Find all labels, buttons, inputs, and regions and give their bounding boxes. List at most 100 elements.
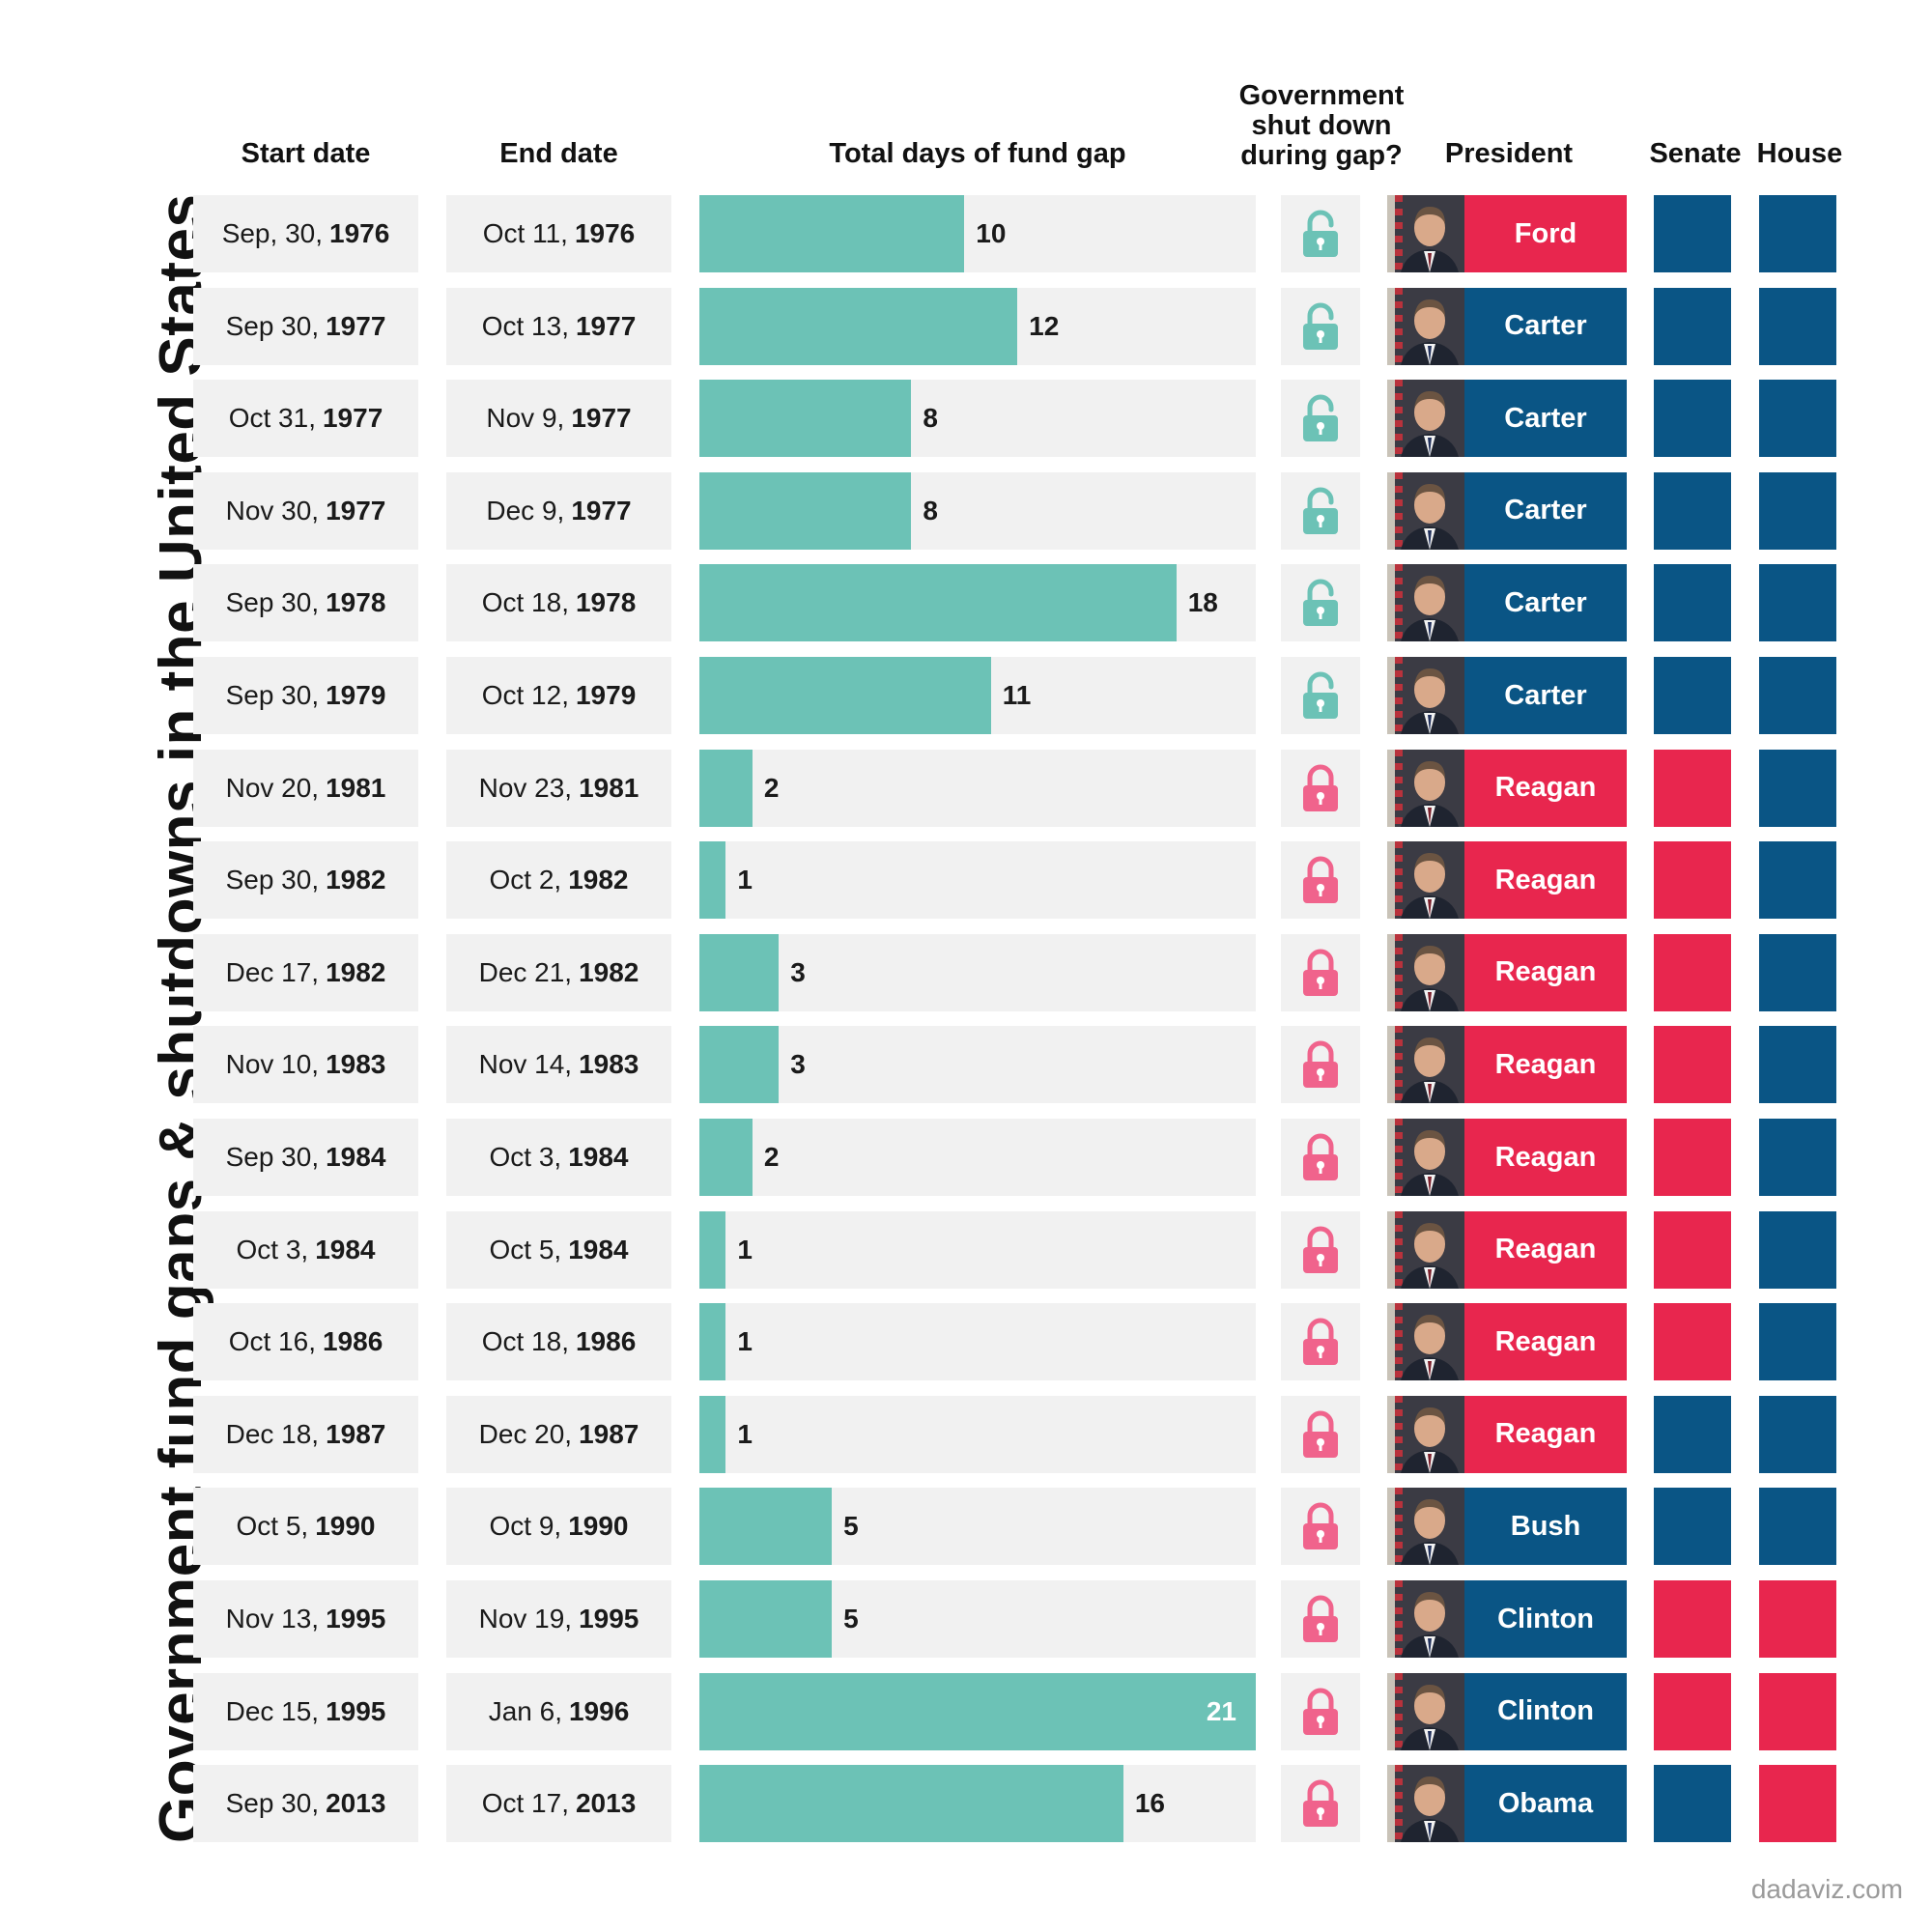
start-date-cell-monthday: Oct 5, xyxy=(236,1511,309,1542)
locked-padlock-icon xyxy=(1303,856,1338,904)
end-date-cell-monthday: Nov 23, xyxy=(478,772,573,803)
start-date-cell-year: 2013 xyxy=(326,1788,386,1819)
end-date-cell: Oct 12, 1979 xyxy=(446,657,671,734)
source-credit: dadaviz.com xyxy=(1750,1874,1903,1904)
president-portrait-icon xyxy=(1387,1119,1464,1196)
shutdown-cell xyxy=(1281,195,1360,272)
shutdown-cell xyxy=(1281,749,1360,827)
start-date-cell-monthday: Nov 20, xyxy=(225,772,320,803)
start-date-cell-monthday: Nov 10, xyxy=(225,1049,320,1080)
start-date-cell-year: 1977 xyxy=(322,403,384,434)
president-name: Reagan xyxy=(1464,749,1627,827)
start-date-cell-year: 1995 xyxy=(326,1604,386,1634)
end-date-cell: Dec 21, 1982 xyxy=(446,933,671,1011)
start-date-cell-year: 1978 xyxy=(326,587,386,618)
end-date-cell-year: 1978 xyxy=(575,587,637,618)
start-date-cell-monthday: Sep 30, xyxy=(225,587,320,618)
table-row: Nov 10, 1983 Nov 14, 1983 3 Reagan xyxy=(0,1026,1932,1104)
header-shutdown-line3: during gap? xyxy=(1240,140,1403,171)
end-date-cell-monthday: Jan 6, xyxy=(488,1695,562,1726)
senate-party-cell xyxy=(1654,564,1731,642)
house-party-cell xyxy=(1759,1119,1836,1196)
table-row: Dec 15, 1995 Jan 6, 1996 21 Clinton xyxy=(0,1672,1932,1750)
president-photo xyxy=(1387,564,1464,642)
days-bar-label: 5 xyxy=(843,1604,859,1634)
days-bar xyxy=(699,1395,726,1473)
end-date-cell-year: 1977 xyxy=(571,403,632,434)
president-portrait-icon xyxy=(1387,471,1464,550)
senate-party-cell xyxy=(1654,1026,1731,1104)
end-date-cell-year: 1982 xyxy=(579,956,639,987)
president-name: Reagan xyxy=(1464,1026,1627,1104)
president-name: Reagan xyxy=(1464,1119,1627,1196)
table-row: Dec 18, 1987 Dec 20, 1987 1 Reagan xyxy=(0,1395,1932,1473)
locked-padlock-icon xyxy=(1303,764,1338,811)
house-party-cell xyxy=(1759,1580,1836,1658)
end-date-cell-monthday: Oct 17, xyxy=(481,1788,569,1819)
start-date-cell-monthday: Sep 30, xyxy=(225,1788,320,1819)
end-date-cell-year: 1977 xyxy=(575,310,637,341)
start-date-cell: Oct 5, 1990 xyxy=(193,1488,418,1566)
days-bar xyxy=(699,1210,726,1289)
end-date-cell-monthday: Dec 9, xyxy=(486,495,565,526)
start-date-cell-monthday: Oct 3, xyxy=(236,1234,309,1264)
days-bar-label: 12 xyxy=(1029,310,1060,341)
start-date-cell: Nov 30, 1977 xyxy=(193,471,418,550)
end-date-cell-year: 1979 xyxy=(575,680,637,710)
president-portrait-icon xyxy=(1387,380,1464,458)
days-bar xyxy=(699,564,1177,642)
start-date-cell: Sep 30, 1982 xyxy=(193,841,418,920)
shutdown-cell xyxy=(1281,380,1360,458)
days-bar xyxy=(699,1672,1256,1750)
end-date-cell: Oct 5, 1984 xyxy=(446,1210,671,1289)
senate-party-cell xyxy=(1654,1580,1731,1658)
days-bar-cell: 10 xyxy=(699,195,1256,272)
days-bar-cell: 1 xyxy=(699,1210,1256,1289)
senate-party-cell xyxy=(1654,1119,1731,1196)
president-portrait-icon xyxy=(1387,287,1464,365)
table-row: Oct 3, 1984 Oct 5, 1984 1 Reagan xyxy=(0,1210,1932,1289)
president-name: Carter xyxy=(1464,380,1627,458)
president-name: Carter xyxy=(1464,287,1627,365)
table-row: Sep 30, 1977 Oct 13, 1977 12 Carter xyxy=(0,287,1932,365)
president-portrait-icon xyxy=(1387,1488,1464,1566)
locked-padlock-icon xyxy=(1303,949,1338,996)
start-date-cell-monthday: Dec 17, xyxy=(225,956,320,987)
shutdown-cell xyxy=(1281,1580,1360,1658)
shutdown-cell xyxy=(1281,933,1360,1011)
president-portrait-icon xyxy=(1387,657,1464,734)
start-date-cell-year: 1984 xyxy=(315,1234,376,1264)
end-date-cell-year: 1984 xyxy=(568,1142,629,1172)
days-bar xyxy=(699,471,912,550)
start-date-cell-monthday: Dec 18, xyxy=(225,1418,320,1449)
president-photo xyxy=(1387,657,1464,734)
table-row: Nov 13, 1995 Nov 19, 1995 5 Clinton xyxy=(0,1580,1932,1658)
house-party-cell xyxy=(1759,1395,1836,1473)
start-date-cell-monthday: Oct 16, xyxy=(228,1326,316,1357)
start-date-cell-monthday: Dec 15, xyxy=(225,1695,320,1726)
president-portrait-icon xyxy=(1387,1765,1464,1843)
table-row: Sep 30, 1984 Oct 3, 1984 2 Reagan xyxy=(0,1119,1932,1196)
days-bar-label: 1 xyxy=(737,1234,753,1264)
end-date-cell-monthday: Oct 9, xyxy=(489,1511,562,1542)
start-date-cell: Sep 30, 2013 xyxy=(193,1765,418,1843)
start-date-cell-monthday: Nov 13, xyxy=(225,1604,320,1634)
shutdown-cell xyxy=(1281,1026,1360,1104)
senate-party-cell xyxy=(1654,841,1731,920)
start-date-cell-monthday: Sep 30, xyxy=(225,680,320,710)
end-date-cell-monthday: Dec 21, xyxy=(478,956,573,987)
end-date-cell: Dec 9, 1977 xyxy=(446,471,671,550)
house-party-cell xyxy=(1759,749,1836,827)
senate-party-cell xyxy=(1654,1210,1731,1289)
days-bar xyxy=(699,380,912,458)
header-president: President xyxy=(1444,138,1574,169)
days-bar-label: 1 xyxy=(737,865,753,895)
days-bar-label: 10 xyxy=(976,218,1007,248)
end-date-cell: Oct 18, 1978 xyxy=(446,564,671,642)
locked-padlock-icon xyxy=(1303,1318,1338,1366)
days-bar-label: 3 xyxy=(790,956,806,987)
days-bar-cell: 2 xyxy=(699,749,1256,827)
end-date-cell: Nov 14, 1983 xyxy=(446,1026,671,1104)
days-bar xyxy=(699,657,991,734)
days-bar-label: 8 xyxy=(923,495,938,526)
